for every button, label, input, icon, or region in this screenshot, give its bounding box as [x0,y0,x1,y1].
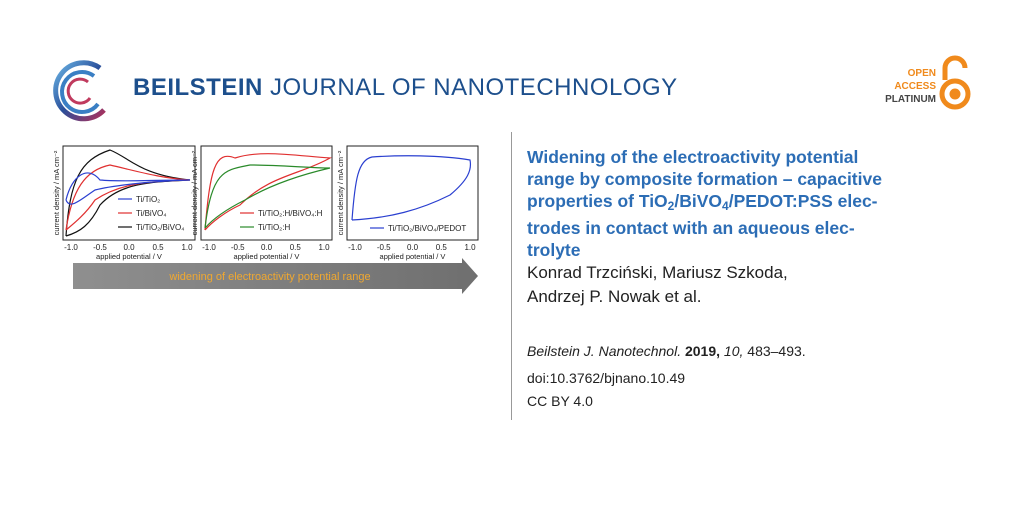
badge-platinum: PLATINUM [885,94,936,105]
badge-access: ACCESS [894,81,936,92]
title-text: trolyte [527,240,581,260]
article-title: Widening of the electroactivity potentia… [527,146,882,261]
title-text: properties of TiO [527,191,668,211]
title-line: trolyte [527,239,882,261]
legend-label: Ti/TiO₂/BiVO₄ [136,223,184,232]
x-tick-label: 1.0 [181,243,193,252]
x-tick-label: -0.5 [231,243,245,252]
logo [53,60,106,122]
title-line: range by composite formation – capacitiv… [527,168,882,190]
journal-brand: BEILSTEIN JOURNAL OF NANOTECHNOLOGY [133,74,678,102]
arrow [73,258,478,294]
doi: doi:10.3762/bjnano.10.49 [527,370,686,386]
arrow-label: widening of electroactivity potential ra… [168,271,370,283]
legend-label: Ti/TiO₂/BiVO₄/PEDOT [388,224,466,233]
x-tick-label: 0.0 [123,243,135,252]
title-line: properties of TiO2/BiVO4/PEDOT:PSS elec- [527,190,882,217]
title-text: /BiVO [674,191,723,211]
title-text: Widening of the electroactivity potentia… [527,147,859,167]
x-tick-label: 0.0 [261,243,273,252]
x-tick-label: -1.0 [348,243,362,252]
panel-frames [62,145,479,241]
author-line: Konrad Trzciński, Mariusz Szkoda, [527,263,788,282]
x-tick-label: 0.5 [290,243,302,252]
year: 2019, [684,343,721,359]
x-axis-label: applied potential / V [380,252,446,261]
legend-label: Ti/TiO₂ [136,195,160,204]
badge-open: OPEN [907,68,936,79]
title-sub: 2 [667,199,675,213]
title-text: trodes in contact with an aqueous elec- [527,218,855,238]
license: CC BY 4.0 [527,393,593,409]
x-tick-label: 1.0 [464,243,476,252]
authors: Konrad Trzciński, Mariusz Szkoda, Andrze… [527,261,788,309]
x-tick-label: 1.0 [318,243,330,252]
x-tick-label: 0.5 [152,243,164,252]
x-axis-label: applied potential / V [96,252,162,261]
open-access-lock [939,55,971,110]
x-axis-label: applied potential / V [234,252,300,261]
pages: 483–493. [747,343,806,359]
y-axis-label: current density / mA cm⁻² [190,150,199,235]
x-tick-label: -1.0 [202,243,216,252]
brand-bold: BEILSTEIN [133,74,263,101]
x-tick-label: 0.0 [407,243,419,252]
legend-label: Ti/BiVO₄ [136,209,167,218]
x-tick-label: -0.5 [93,243,107,252]
title-text: /PEDOT:PSS elec- [728,191,878,211]
legend-label: Ti/TiO₂:H [258,223,291,232]
title-line: trodes in contact with an aqueous elec- [527,217,882,239]
author-line: Andrzej P. Nowak et al. [527,287,702,306]
y-axis-label: current density / mA cm⁻² [336,150,345,235]
title-text: range by composite formation – capacitiv… [527,169,882,189]
journal: Beilstein J. Nanotechnol. [527,343,682,359]
title-sub: 4 [722,199,729,213]
brand-rest: JOURNAL OF NANOTECHNOLOGY [270,74,678,101]
divider [511,132,512,420]
x-tick-label: -0.5 [377,243,391,252]
citation: Beilstein J. Nanotechnol. 2019, 10, 483–… [527,343,806,359]
y-axis-label: current density / mA cm⁻² [52,150,61,235]
title-line: Widening of the electroactivity potentia… [527,146,882,168]
legend-label: Ti/TiO₂:H/BiVO₄:H [258,209,323,218]
x-tick-label: 0.5 [436,243,448,252]
volume: 10, [723,343,744,359]
cv-curves [65,149,472,237]
x-tick-label: -1.0 [64,243,78,252]
